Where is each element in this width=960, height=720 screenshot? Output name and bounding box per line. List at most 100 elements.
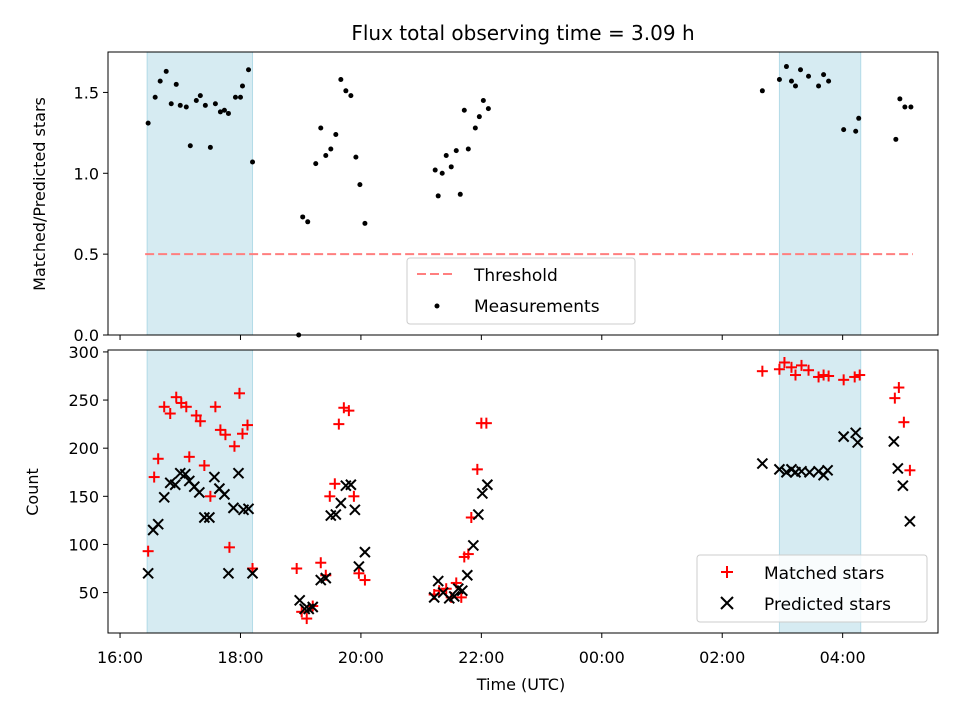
x-tick-label: 00:00 bbox=[579, 648, 625, 667]
predicted-star-point bbox=[476, 487, 489, 500]
matched-star-point bbox=[194, 415, 206, 427]
measurement-points bbox=[145, 64, 914, 338]
matched-star-point bbox=[854, 369, 866, 381]
measurement-point bbox=[841, 127, 847, 133]
predicted-star-point bbox=[892, 462, 904, 475]
measurement-point bbox=[300, 214, 306, 220]
bottom-y-tick-label: 200 bbox=[68, 439, 99, 458]
predicted-star-point bbox=[359, 546, 371, 558]
matched-star-point bbox=[223, 541, 235, 553]
measurement-point bbox=[328, 146, 334, 152]
matched-star-point bbox=[904, 464, 916, 476]
measurement-point bbox=[183, 104, 189, 110]
predicted-star-point bbox=[821, 464, 834, 477]
x-tick-label: 02:00 bbox=[699, 648, 745, 667]
predicted-star-point bbox=[481, 479, 494, 491]
measurement-point bbox=[432, 167, 438, 173]
matched-star-point bbox=[164, 408, 176, 420]
measurement-point bbox=[197, 93, 203, 99]
matched-star-point bbox=[301, 613, 313, 625]
predicted-star-point bbox=[227, 502, 240, 514]
measurement-point bbox=[246, 67, 252, 73]
measurement-point bbox=[357, 182, 363, 188]
predicted-star-point bbox=[193, 486, 206, 499]
predicted-star-point bbox=[432, 575, 444, 587]
predicted-star-point bbox=[232, 467, 245, 479]
matched-star-point bbox=[803, 364, 815, 376]
matched-star-point bbox=[813, 371, 825, 383]
matched-star-point bbox=[462, 548, 474, 560]
matched-star-point bbox=[353, 567, 365, 579]
predicted-star-point bbox=[218, 488, 231, 501]
predicted-star-point bbox=[756, 457, 769, 470]
predicted-star-point bbox=[888, 435, 900, 448]
matched-star-point bbox=[324, 490, 336, 502]
predicted-star-point bbox=[203, 511, 216, 524]
chart-title: Flux total observing time = 3.09 h bbox=[351, 21, 694, 45]
measurement-point bbox=[448, 164, 454, 170]
matched-star-point bbox=[433, 585, 445, 597]
matched-star-point bbox=[849, 371, 861, 383]
matched-star-point bbox=[214, 424, 226, 436]
matched-star-point bbox=[152, 453, 164, 465]
matched-star-point bbox=[242, 419, 254, 431]
predicted-star-point bbox=[179, 468, 191, 480]
legend-measurement-swatch bbox=[434, 303, 440, 309]
measurement-point bbox=[193, 98, 199, 104]
measurement-point bbox=[461, 107, 467, 113]
matched-star-point bbox=[170, 391, 182, 403]
top-y-tick-label: 1.5 bbox=[74, 83, 99, 102]
measurement-point bbox=[343, 88, 349, 94]
measurement-point bbox=[439, 170, 445, 176]
measurement-point bbox=[207, 144, 213, 150]
bottom-legend: Matched stars Predicted stars bbox=[696, 554, 928, 623]
measurement-point bbox=[353, 154, 359, 160]
measurement-point bbox=[897, 96, 903, 102]
measurement-point bbox=[759, 88, 765, 94]
measurement-point bbox=[435, 193, 441, 199]
measurement-point bbox=[157, 78, 163, 84]
top-legend-box bbox=[406, 257, 636, 325]
measurement-point bbox=[333, 131, 339, 137]
legend-matched-label: Matched stars bbox=[764, 564, 884, 584]
matched-star-point bbox=[348, 490, 360, 502]
matched-star-point bbox=[183, 451, 195, 463]
bottom-x-axis: 16:00 18:00 20:00 22:00 00:00 02:00 04:00 bbox=[97, 633, 866, 667]
measurement-point bbox=[816, 83, 822, 89]
matched-star-point bbox=[180, 401, 192, 413]
predicted-star-point bbox=[208, 471, 221, 483]
measurement-point bbox=[212, 101, 218, 107]
measurement-point bbox=[232, 94, 238, 100]
predicted-star-point bbox=[428, 591, 440, 604]
measurement-point bbox=[305, 219, 311, 225]
matched-star-point bbox=[209, 401, 221, 413]
predicted-star-point bbox=[904, 515, 916, 528]
matched-star-point bbox=[204, 490, 216, 502]
predicted-star-point bbox=[330, 508, 342, 521]
top-y-tick-label: 1.0 bbox=[74, 164, 99, 183]
top-y-tick-label: 0.0 bbox=[74, 326, 99, 345]
matched-star-point bbox=[198, 460, 210, 472]
measurement-point bbox=[798, 67, 804, 73]
bottom-plot-frame bbox=[107, 349, 939, 634]
predicted-star-point bbox=[456, 584, 468, 597]
shaded-span-2 bbox=[778, 51, 862, 336]
measurement-point bbox=[318, 125, 324, 131]
top-panel: 0.0 0.5 1.0 1.5 Flux total observing time =… bbox=[30, 21, 939, 345]
bottom-y-tick-label: 150 bbox=[68, 487, 99, 506]
measurement-point bbox=[453, 148, 459, 154]
top-y-axis-label: Matched/Predicted stars bbox=[30, 97, 49, 291]
measurement-point bbox=[472, 125, 478, 131]
measurement-point bbox=[313, 161, 319, 167]
predicted-star-point bbox=[345, 479, 357, 491]
measurement-point bbox=[465, 146, 471, 152]
top-plot-frame bbox=[107, 51, 939, 336]
matched-star-point bbox=[756, 365, 768, 377]
measurement-point bbox=[856, 115, 862, 121]
measurement-point bbox=[480, 98, 486, 104]
predicted-star-point bbox=[142, 567, 154, 580]
measurement-point bbox=[173, 81, 179, 87]
measurement-point bbox=[792, 83, 798, 89]
bottom-y-axis: 50 100 150 200 250 300 bbox=[68, 343, 108, 603]
